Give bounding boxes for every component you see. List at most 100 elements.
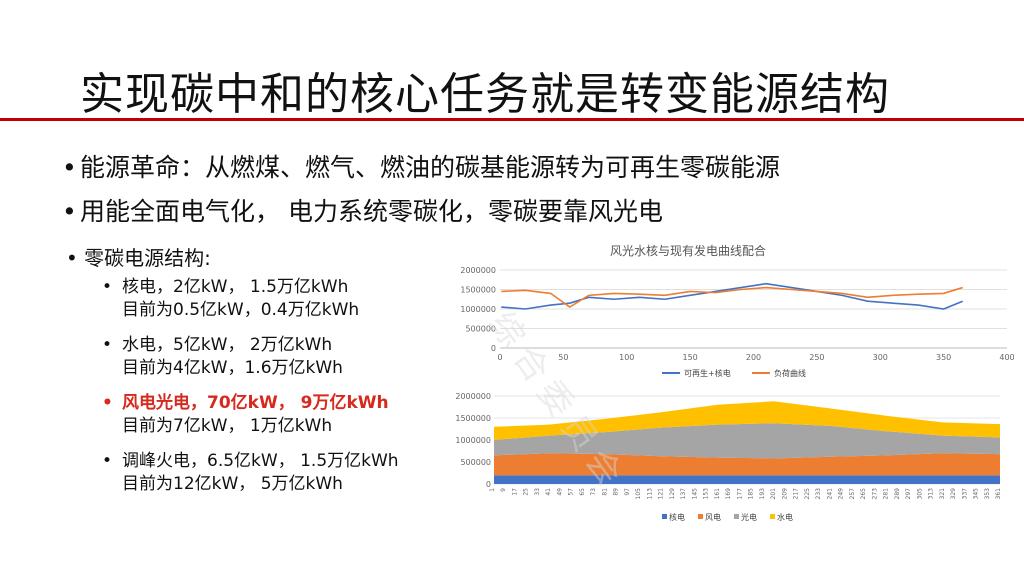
area-series-1 [494,453,1000,476]
y-tick-label: 0 [491,344,496,353]
list-item-wind-solar: • 风电光电，70亿kW， 9万亿kWh 目前为7亿kW， 1万亿kWh [102,392,452,438]
legend-label: 负荷曲线 [774,368,806,378]
list-item-hydro: • 水电，5亿kW， 2万亿kWh 目前为4亿kW，1.6万亿kWh [102,334,452,380]
item-line1: 核电，2亿kW， 1.5万亿kWh [122,277,349,297]
x-tick-label: 1 [489,488,496,492]
x-tick-label: 249 [838,488,845,500]
x-tick-label: 121 [658,488,665,500]
x-tick-label: 145 [691,488,698,500]
legend-swatch [698,514,703,519]
x-tick-label: 265 [860,488,867,500]
power-structure-list: • 核电，2亿kW， 1.5万亿kWh 目前为0.5亿kW，0.4万亿kWh •… [102,276,452,508]
x-tick-label: 321 [939,488,946,500]
legend-label: 核电 [669,512,685,522]
x-tick-label: 129 [669,488,676,500]
x-tick-label: 313 [928,488,935,500]
item-line1: 水电，5亿kW， 2万亿kWh [122,335,333,355]
item-line2: 目前为12亿kW， 5万亿kWh [122,474,343,494]
sub-heading-text: 零碳电源结构: [84,246,211,270]
x-tick-label: 137 [680,488,687,500]
area-series-2 [494,423,1000,459]
x-tick-label: 50 [558,353,568,362]
x-tick-label: 0 [497,353,502,362]
legend-swatch [662,514,667,519]
x-tick-label: 297 [905,488,912,500]
y-tick-label: 1500000 [455,414,491,423]
legend-label: 水电 [777,512,793,522]
x-tick-label: 41 [545,488,552,496]
x-tick-label: 281 [883,488,890,500]
x-tick-label: 81 [601,488,608,496]
legend-swatch [734,514,739,519]
area-series-0 [494,475,1000,484]
x-tick-label: 305 [916,488,923,500]
x-tick-label: 250 [809,353,824,362]
x-tick-label: 400 [999,353,1014,362]
x-tick-label: 329 [950,488,957,500]
bullet-text: 用能全面电气化， 电力系统零碳化，零碳要靠风光电 [80,197,663,226]
x-tick-label: 9 [500,488,507,492]
x-tick-label: 105 [635,488,642,500]
x-tick-label: 57 [568,488,575,496]
legend-label: 可再生+核电 [684,368,731,378]
series-line-1 [501,286,963,309]
item-line2: 目前为4亿kW，1.6万亿kWh [122,358,343,378]
bullet-electrification: • 用能全面电气化， 电力系统零碳化，零碳要靠风光电 [62,192,663,228]
y-tick-label: 1000000 [455,436,491,445]
x-tick-label: 337 [961,488,968,500]
x-tick-label: 97 [624,488,631,496]
bullet-energy-revolution: • 能源革命：从燃煤、燃气、燃油的碳基能源转为可再生零碳能源 [62,148,780,184]
x-tick-label: 153 [703,488,710,500]
y-tick-label: 1000000 [460,305,496,314]
y-tick-label: 500000 [465,325,496,334]
item-line2: 目前为7亿kW， 1万亿kWh [122,416,333,436]
x-tick-label: 161 [714,488,721,500]
x-tick-label: 225 [804,488,811,500]
x-tick-label: 17 [511,488,518,496]
bullet-dot: • [66,246,78,270]
list-item-peaking-thermal: • 调峰火电，6.5亿kW， 1.5万亿kWh 目前为12亿kW， 5万亿kWh [102,450,452,496]
y-tick-label: 0 [486,480,491,489]
stacked-area-chart: 0 500000 1000000 1500000 2000000 1 9 17 25 33 41 49… [455,392,1002,522]
y-tick-label: 2000000 [460,266,496,275]
x-tick-label: 209 [781,488,788,500]
x-tick-label: 201 [770,488,777,500]
x-tick-label: 217 [793,488,800,500]
line-chart: 0 500000 1000000 1500000 2000000 0 50 100 150 200… [460,266,1014,378]
x-tick-label: 200 [746,353,761,362]
item-line2: 目前为0.5亿kW，0.4万亿kWh [122,300,360,320]
x-tick-label: 350 [936,353,951,362]
item-line1: 风电光电，70亿kW， 9万亿kWh [122,393,389,413]
bullet-text: 能源革命：从燃煤、燃气、燃油的碳基能源转为可再生零碳能源 [80,153,781,182]
area-series-3 [494,401,1000,440]
x-tick-label: 25 [523,488,530,496]
bullet-dot: • [102,451,113,471]
x-tick-label: 257 [849,488,856,500]
x-tick-label: 289 [894,488,901,500]
y-tick-label: 500000 [460,458,491,467]
x-tick-label: 177 [736,488,743,500]
chart-title: 风光水核与现有发电曲线配合 [610,244,767,258]
x-tick-label: 300 [873,353,888,362]
bullet-dot: • [102,277,113,297]
x-tick-label: 185 [748,488,755,500]
bullet-dot: • [102,393,113,413]
bullet-dot: • [62,153,77,182]
y-tick-label: 2000000 [455,392,491,401]
x-tick-label: 345 [973,488,980,500]
x-tick-label: 100 [619,353,634,362]
x-tick-label: 233 [815,488,822,500]
bullet-dot: • [62,197,77,226]
x-tick-label: 73 [590,488,597,496]
slide-title: 实现碳中和的核心任务就是转变能源结构 [80,69,890,120]
item-line1: 调峰火电，6.5亿kW， 1.5万亿kWh [122,451,399,471]
x-tick-label: 49 [556,488,563,496]
x-tick-label: 33 [534,488,541,496]
sub-heading: • 零碳电源结构: [66,242,211,271]
x-tick-label: 150 [682,353,697,362]
x-tick-label: 241 [826,488,833,500]
legend-label: 风电 [705,512,721,522]
legend-label: 光电 [741,512,757,522]
list-item-nuclear: • 核电，2亿kW， 1.5万亿kWh 目前为0.5亿kW，0.4万亿kWh [102,276,452,322]
x-tick-label: 113 [646,488,653,500]
